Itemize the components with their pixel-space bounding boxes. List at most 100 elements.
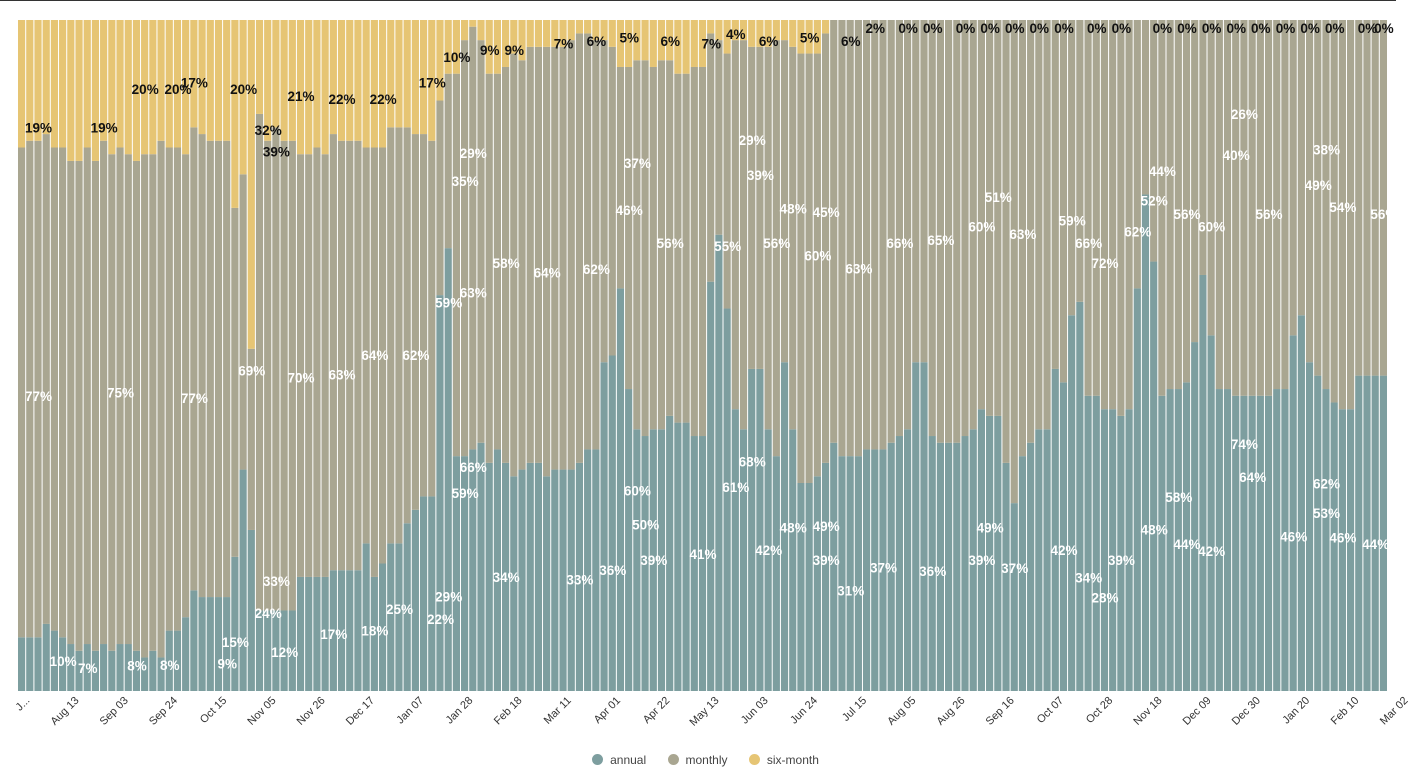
bar-segment-monthly[interactable]: [214, 140, 223, 598]
bar-segment-monthly[interactable]: [575, 33, 584, 463]
bar-segment-annual[interactable]: [1010, 503, 1018, 691]
bar-segment-six-month[interactable]: [231, 20, 239, 208]
bar-segment-monthly[interactable]: [354, 140, 362, 571]
bar-segment-monthly[interactable]: [272, 127, 280, 611]
bar-segment-monthly[interactable]: [42, 134, 50, 624]
bar-segment-six-month[interactable]: [723, 20, 731, 54]
bar-segment-annual[interactable]: [305, 576, 313, 691]
bar-segment-six-month[interactable]: [502, 20, 510, 67]
bar-segment-monthly[interactable]: [34, 140, 42, 638]
bar-segment-annual[interactable]: [698, 436, 707, 691]
bar-segment-monthly[interactable]: [469, 26, 477, 450]
bar-segment-annual[interactable]: [928, 436, 936, 691]
bar-segment-monthly[interactable]: [854, 20, 862, 457]
bar-segment-annual[interactable]: [559, 469, 567, 691]
bar-segment-six-month[interactable]: [378, 20, 387, 148]
bar-segment-monthly[interactable]: [1117, 20, 1125, 416]
bar-segment-six-month[interactable]: [469, 20, 477, 27]
bar-segment-annual[interactable]: [1051, 368, 1059, 691]
bar-segment-six-month[interactable]: [296, 20, 305, 155]
bar-segment-six-month[interactable]: [444, 20, 452, 74]
bar-segment-monthly[interactable]: [625, 66, 633, 390]
bar-segment-monthly[interactable]: [928, 20, 936, 437]
bar-segment-six-month[interactable]: [567, 20, 575, 41]
bar-segment-monthly[interactable]: [526, 46, 534, 463]
bar-segment-annual[interactable]: [75, 650, 83, 691]
bar-segment-six-month[interactable]: [42, 20, 50, 135]
bar-segment-monthly[interactable]: [378, 147, 387, 564]
bar-segment-monthly[interactable]: [395, 127, 403, 544]
bar-segment-annual[interactable]: [214, 597, 223, 691]
bar-segment-six-month[interactable]: [707, 20, 715, 34]
bar-segment-monthly[interactable]: [986, 20, 994, 416]
bar-segment-annual[interactable]: [1371, 375, 1379, 691]
bar-segment-annual[interactable]: [649, 429, 657, 691]
bar-segment-annual[interactable]: [1027, 442, 1035, 691]
bar-segment-annual[interactable]: [108, 650, 116, 691]
bar-segment-monthly[interactable]: [1174, 20, 1182, 390]
bar-segment-annual[interactable]: [936, 442, 944, 691]
bar-segment-annual[interactable]: [682, 422, 690, 691]
bar-segment-six-month[interactable]: [190, 20, 198, 128]
bar-segment-annual[interactable]: [100, 644, 108, 691]
bar-segment-monthly[interactable]: [534, 46, 543, 463]
bar-segment-monthly[interactable]: [1215, 20, 1223, 390]
bar-segment-monthly[interactable]: [1379, 20, 1387, 376]
bar-segment-annual[interactable]: [707, 281, 715, 691]
bar-segment-annual[interactable]: [723, 308, 731, 691]
bar-segment-annual[interactable]: [428, 496, 436, 691]
bar-segment-monthly[interactable]: [502, 66, 510, 463]
bar-segment-six-month[interactable]: [584, 20, 592, 34]
bar-segment-annual[interactable]: [690, 436, 698, 691]
bar-segment-annual[interactable]: [1346, 409, 1355, 691]
bar-segment-annual[interactable]: [1035, 429, 1043, 691]
bar-segment-annual[interactable]: [1100, 409, 1109, 691]
bar-segment-annual[interactable]: [460, 456, 469, 691]
bar-segment-six-month[interactable]: [116, 20, 124, 148]
bar-segment-annual[interactable]: [313, 576, 321, 691]
bar-segment-six-month[interactable]: [608, 20, 616, 47]
bar-segment-annual[interactable]: [157, 657, 165, 691]
bar-segment-six-month[interactable]: [460, 20, 469, 41]
bar-segment-six-month[interactable]: [305, 20, 313, 155]
bar-segment-monthly[interactable]: [1314, 20, 1322, 376]
bar-segment-annual[interactable]: [1059, 382, 1068, 691]
bar-segment-monthly[interactable]: [1199, 20, 1207, 275]
bar-segment-annual[interactable]: [813, 476, 821, 691]
bar-segment-six-month[interactable]: [272, 20, 280, 128]
bar-segment-monthly[interactable]: [75, 160, 83, 651]
bar-segment-annual[interactable]: [1002, 462, 1010, 691]
bar-segment-monthly[interactable]: [50, 147, 59, 631]
bar-segment-monthly[interactable]: [411, 134, 419, 510]
bar-segment-annual[interactable]: [1223, 389, 1232, 691]
bar-segment-six-month[interactable]: [239, 20, 247, 175]
bar-segment-annual[interactable]: [223, 597, 231, 691]
bar-segment-annual[interactable]: [920, 362, 928, 691]
bar-segment-annual[interactable]: [18, 637, 26, 691]
bar-segment-monthly[interactable]: [444, 73, 452, 249]
bar-segment-six-month[interactable]: [329, 20, 337, 135]
bar-segment-monthly[interactable]: [748, 46, 756, 369]
bar-segment-monthly[interactable]: [305, 154, 313, 577]
bar-segment-annual[interactable]: [854, 456, 862, 691]
bar-segment-monthly[interactable]: [707, 33, 715, 282]
bar-segment-six-month[interactable]: [772, 20, 780, 41]
bar-segment-annual[interactable]: [1084, 395, 1092, 691]
bar-segment-monthly[interactable]: [288, 140, 296, 611]
bar-segment-annual[interactable]: [1330, 402, 1338, 691]
bar-segment-monthly[interactable]: [173, 147, 182, 631]
bar-segment-monthly[interactable]: [862, 20, 871, 450]
bar-segment-annual[interactable]: [67, 644, 75, 691]
bar-segment-six-month[interactable]: [354, 20, 362, 141]
bar-segment-annual[interactable]: [887, 442, 895, 691]
bar-segment-annual[interactable]: [805, 482, 813, 691]
bar-segment-six-month[interactable]: [403, 20, 411, 128]
bar-segment-annual[interactable]: [337, 570, 346, 691]
bar-segment-annual[interactable]: [953, 442, 961, 691]
bar-segment-monthly[interactable]: [846, 20, 854, 457]
bar-segment-monthly[interactable]: [1264, 20, 1273, 396]
bar-segment-monthly[interactable]: [1207, 20, 1215, 336]
bar-segment-six-month[interactable]: [288, 20, 296, 141]
bar-segment-monthly[interactable]: [1092, 20, 1100, 396]
bar-segment-annual[interactable]: [378, 563, 387, 691]
